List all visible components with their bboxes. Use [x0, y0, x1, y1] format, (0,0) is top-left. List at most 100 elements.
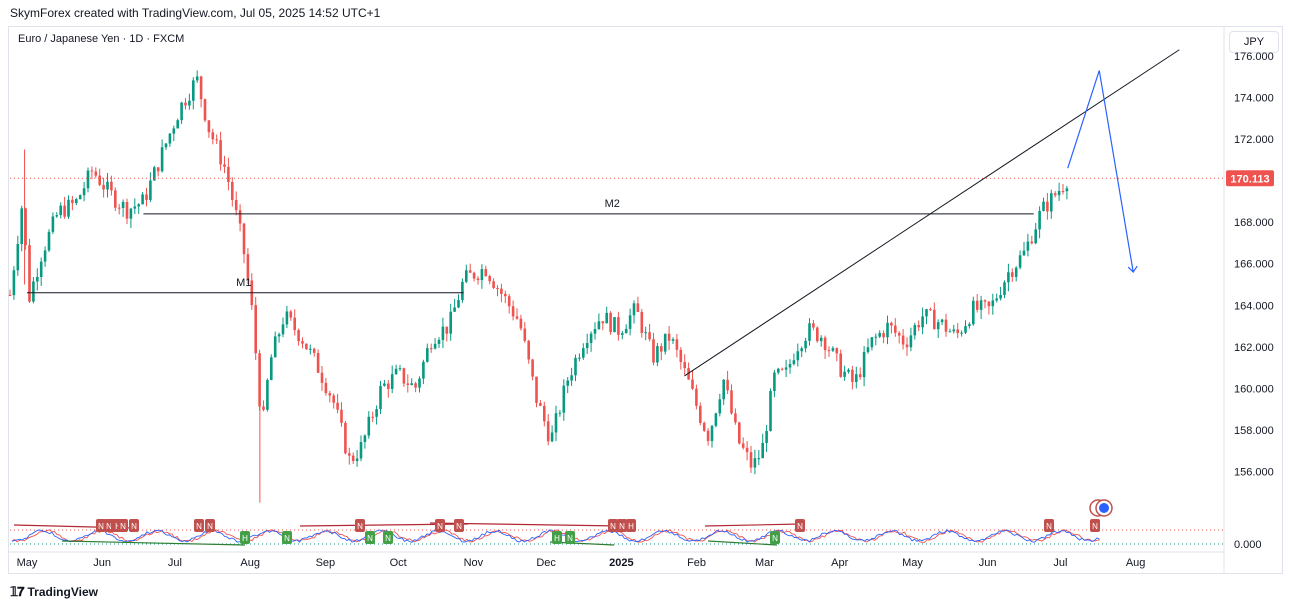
candle-body [574, 357, 577, 376]
candle-body [933, 309, 936, 330]
price-tick-label: 160.000 [1234, 383, 1274, 395]
candle-body [562, 385, 566, 413]
candle-body [823, 337, 827, 351]
candle-body [956, 329, 959, 334]
candle-body [519, 318, 523, 329]
candle-body [995, 298, 998, 301]
candle-body [164, 143, 168, 148]
candle-body [410, 383, 413, 385]
candle-body [472, 272, 476, 279]
candle-body [246, 254, 250, 281]
divergence-marker [565, 531, 575, 544]
candle-body [320, 372, 324, 383]
candle-body [699, 405, 702, 423]
candle-body [86, 170, 90, 189]
candle-body [8, 294, 12, 296]
candle-body [714, 413, 718, 426]
candle-body [894, 325, 897, 333]
price-tick-label: 176.000 [1234, 51, 1274, 63]
time-tick-label: Aug [1126, 557, 1146, 569]
candle-body [465, 270, 468, 282]
candle-body [367, 416, 371, 436]
candle-body [851, 369, 854, 382]
candle-body [476, 278, 480, 281]
candle-body [656, 346, 659, 363]
candle-body [16, 243, 20, 271]
candle-body [82, 188, 86, 196]
divergence-line [707, 540, 778, 546]
price-tick-label: 162.000 [1234, 342, 1274, 354]
divergence-marker-label: N [357, 522, 363, 531]
divergence-marker-label: H [242, 534, 248, 543]
candle-body [43, 250, 47, 262]
candle-body [886, 322, 889, 338]
candle-body [102, 184, 105, 190]
candle-body [979, 300, 983, 310]
divergence-marker-label: N [196, 522, 202, 531]
candle-body [874, 336, 878, 338]
candle-body [925, 309, 928, 317]
candle-body [78, 195, 82, 200]
price-tick-label: 164.000 [1234, 300, 1274, 312]
projection-path [1067, 70, 1134, 273]
candle-body [437, 339, 441, 344]
divergence-marker [129, 519, 139, 532]
time-tick-label: Sep [316, 557, 336, 569]
candle-body [387, 383, 390, 389]
candle-body [921, 316, 924, 328]
candle-body [176, 120, 179, 129]
candle-body [227, 166, 230, 182]
candle-body [332, 395, 335, 403]
candle-body [706, 430, 710, 442]
candle-body [28, 245, 31, 302]
candle-body [406, 383, 410, 385]
candle-body [316, 352, 320, 373]
candle-body [297, 330, 300, 342]
candle-body [289, 311, 293, 318]
publisher-credit: SkymForex created with TradingView.com, … [10, 6, 381, 20]
candle-body [765, 430, 768, 443]
symbol-title[interactable]: Euro / Japanese Yen · 1D · FXCM [18, 33, 185, 45]
candle-body [741, 443, 745, 448]
candle-body [1011, 272, 1014, 277]
tradingview-logo-icon: 𝟙𝟕 [10, 584, 24, 599]
time-tick-label: Mar [755, 557, 774, 569]
last-price-label: 170.113 [1230, 173, 1269, 185]
time-tick-label: Oct [390, 557, 407, 569]
candle-body [636, 303, 640, 312]
candle-body [301, 341, 304, 344]
candle-body [238, 210, 242, 224]
candle-body [796, 351, 800, 361]
candle-body [223, 164, 226, 167]
candle-body [585, 342, 589, 349]
candle-body [609, 312, 612, 333]
candle-body [523, 328, 527, 341]
candle-body [613, 317, 616, 333]
divergence-marker [194, 519, 204, 532]
tradingview-brand[interactable]: 𝟙𝟕 TradingView [10, 584, 98, 600]
candle-body [36, 276, 39, 282]
candle-body [769, 390, 772, 431]
candle-body [866, 347, 870, 353]
candle-body [414, 383, 417, 388]
divergence-marker-label: H [554, 534, 560, 543]
currency-button[interactable]: JPY [1229, 31, 1279, 53]
time-tick-label: Apr [831, 557, 848, 569]
candle-body [192, 80, 195, 101]
tradingview-brand-label: TradingView [27, 585, 98, 599]
candle-body [1030, 241, 1034, 244]
candle-body [94, 171, 98, 176]
candle-body [137, 204, 140, 207]
chart-panel[interactable] [8, 26, 1283, 574]
time-tick-label: Jul [168, 557, 182, 569]
oscillator-pane: NNNNNNHNNNNNHNNNHNNNNHNN [10, 519, 1224, 546]
candle-body [1057, 190, 1061, 196]
candle-body [496, 288, 499, 290]
candle-body [351, 455, 355, 461]
divergence-marker [355, 519, 365, 532]
divergence-marker-label: N [131, 522, 137, 531]
candle-body [153, 167, 156, 181]
divergence-marker [552, 531, 562, 544]
candle-body [835, 348, 839, 354]
